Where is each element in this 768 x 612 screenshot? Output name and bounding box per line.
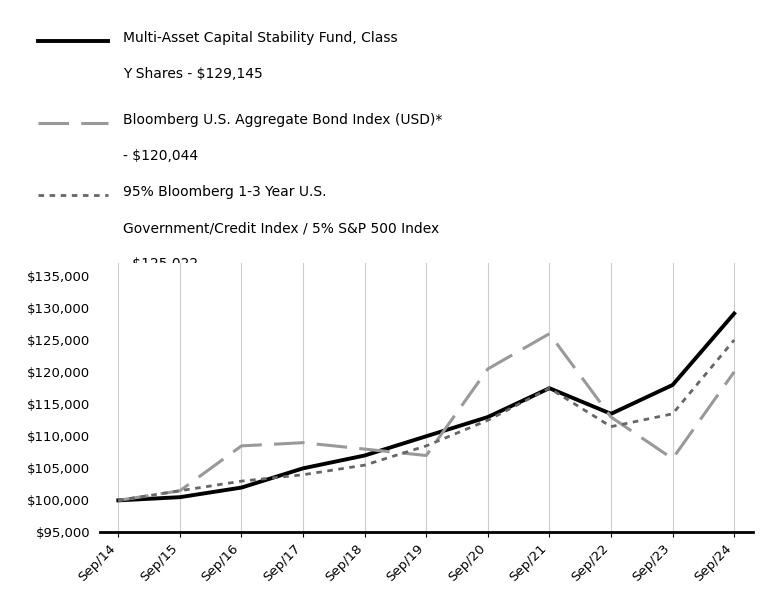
Text: Multi-Asset Capital Stability Fund, Class: Multi-Asset Capital Stability Fund, Clas… bbox=[123, 31, 398, 45]
Text: Government/Credit Index / 5% S&P 500 Index: Government/Credit Index / 5% S&P 500 Ind… bbox=[123, 221, 439, 235]
Text: 95% Bloomberg 1-3 Year U.S.: 95% Bloomberg 1-3 Year U.S. bbox=[123, 185, 326, 199]
Text: Bloomberg U.S. Aggregate Bond Index (USD)*: Bloomberg U.S. Aggregate Bond Index (USD… bbox=[123, 113, 442, 127]
Text: - $120,044: - $120,044 bbox=[123, 149, 198, 163]
Text: Y Shares - $129,145: Y Shares - $129,145 bbox=[123, 67, 263, 81]
Text: - $125,022: - $125,022 bbox=[123, 257, 198, 271]
